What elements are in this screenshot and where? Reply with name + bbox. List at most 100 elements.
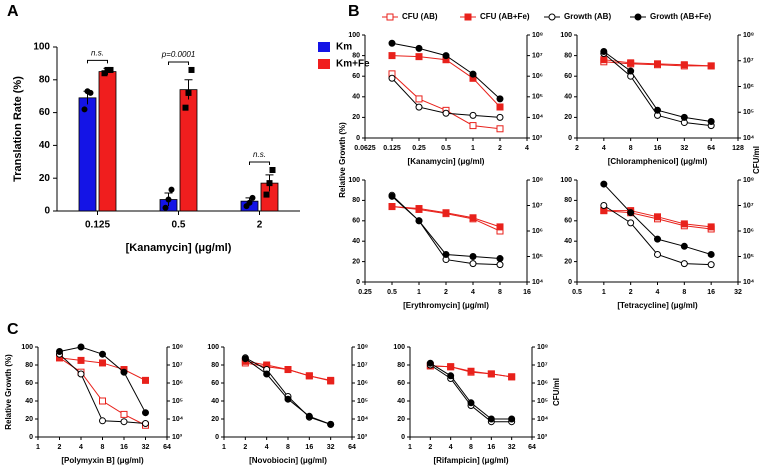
marker bbox=[487, 370, 495, 378]
y2-tick-label: 10⁴ bbox=[743, 279, 755, 286]
marker bbox=[415, 205, 423, 213]
y2-tick-label: 10⁵ bbox=[172, 398, 183, 405]
y2-tick-label: 10⁵ bbox=[743, 253, 754, 260]
x-tick-label: 32 bbox=[680, 145, 688, 152]
marker bbox=[508, 415, 516, 423]
marker bbox=[627, 209, 635, 217]
marker bbox=[469, 214, 477, 222]
marker bbox=[142, 420, 149, 427]
y-axis-label: Relative Growth (%) bbox=[338, 122, 347, 198]
y2-tick-label: 10⁶ bbox=[532, 73, 543, 80]
marker bbox=[241, 355, 249, 363]
bracket bbox=[87, 59, 108, 64]
marker bbox=[99, 359, 106, 367]
legend-label: Growth (AB+Fe) bbox=[650, 12, 711, 21]
marker bbox=[654, 213, 661, 221]
y2-tick-label: 10³ bbox=[172, 434, 183, 441]
marker bbox=[654, 250, 661, 258]
y2-tick-label: 10⁶ bbox=[743, 228, 754, 235]
x-axis-label: [Kanamycin] (μg/ml) bbox=[408, 157, 485, 166]
bracket bbox=[249, 161, 270, 165]
marker bbox=[680, 61, 688, 69]
y-tick-label: 60 bbox=[211, 380, 219, 387]
x-tick-label: 4 bbox=[656, 289, 660, 296]
marker bbox=[442, 209, 450, 217]
y2-axis-label: CFU/ml bbox=[552, 378, 561, 406]
marker bbox=[388, 52, 396, 60]
marker bbox=[654, 60, 661, 68]
marker bbox=[634, 13, 642, 21]
x-tick-label: 32 bbox=[327, 444, 335, 451]
x-tick-label: 8 bbox=[286, 444, 290, 451]
marker bbox=[469, 111, 477, 119]
annotation: n.s. bbox=[91, 48, 104, 57]
x-tick-label: 32 bbox=[734, 289, 742, 296]
y-tick-label: 100 bbox=[560, 177, 572, 184]
x-tick-label: 1 bbox=[417, 289, 421, 296]
y2-tick-label: 10⁶ bbox=[532, 228, 543, 235]
x-tick-label: 8 bbox=[469, 444, 473, 451]
y2-tick-label: 10⁸ bbox=[537, 344, 548, 351]
x-tick-label: 0.5 bbox=[387, 289, 397, 296]
x-tick-label: 4 bbox=[79, 444, 83, 451]
x-tick-label: 64 bbox=[163, 444, 171, 451]
x-tick-label: 16 bbox=[654, 145, 662, 152]
marker bbox=[654, 106, 661, 114]
marker bbox=[496, 125, 504, 133]
y-tick-label: 80 bbox=[564, 52, 572, 59]
marker bbox=[442, 109, 450, 117]
y-tick-label: 40 bbox=[39, 140, 51, 151]
marker bbox=[415, 53, 423, 61]
marker bbox=[447, 372, 455, 380]
marker bbox=[284, 395, 292, 403]
marker bbox=[467, 399, 475, 407]
marker bbox=[415, 217, 423, 225]
marker bbox=[120, 410, 128, 418]
marker bbox=[707, 250, 715, 258]
marker bbox=[447, 363, 455, 371]
x-tick-label: 1 bbox=[222, 444, 226, 451]
marker bbox=[56, 348, 63, 355]
marker bbox=[469, 253, 477, 260]
y2-tick-label: 10⁵ bbox=[357, 398, 368, 405]
y-tick-label: 40 bbox=[564, 94, 572, 101]
x-axis-label: [Novobiocin] (μg/ml) bbox=[249, 456, 327, 465]
marker bbox=[77, 370, 85, 378]
panel-label: B bbox=[348, 3, 360, 20]
marker bbox=[469, 70, 477, 78]
marker bbox=[182, 104, 189, 111]
y-tick-label: 40 bbox=[564, 238, 572, 245]
x-tick-label: 4 bbox=[525, 145, 529, 152]
x-tick-label: 2 bbox=[444, 289, 448, 296]
marker bbox=[464, 13, 472, 21]
marker bbox=[81, 106, 88, 113]
y2-tick-label: 10⁷ bbox=[172, 362, 183, 369]
marker bbox=[600, 180, 608, 188]
y-tick-label: 0 bbox=[568, 279, 572, 286]
y-tick-label: 100 bbox=[348, 32, 360, 39]
x-axis-label: [Erythromycin] (μg/ml) bbox=[403, 301, 489, 310]
marker bbox=[263, 370, 271, 378]
marker bbox=[508, 373, 516, 381]
marker bbox=[548, 13, 556, 21]
marker bbox=[77, 343, 85, 351]
y-tick-label: 20 bbox=[352, 114, 360, 121]
y-tick-label: 80 bbox=[25, 362, 33, 369]
x-tick-label: 0.125 bbox=[383, 145, 401, 152]
marker bbox=[120, 418, 128, 426]
marker bbox=[99, 350, 106, 358]
y-tick-label: 0 bbox=[356, 135, 360, 142]
marker bbox=[627, 67, 635, 75]
y-tick-label: 0 bbox=[29, 434, 33, 441]
x-tick-label: 64 bbox=[707, 145, 715, 152]
y2-tick-label: 10⁶ bbox=[743, 83, 754, 90]
annotation: n.s. bbox=[253, 150, 266, 159]
marker bbox=[707, 223, 715, 231]
x-tick-label: 32 bbox=[142, 444, 150, 451]
marker bbox=[165, 196, 172, 203]
y-tick-label: 100 bbox=[33, 42, 50, 53]
marker bbox=[388, 39, 396, 47]
marker bbox=[388, 74, 396, 82]
y2-tick-label: 10³ bbox=[532, 135, 543, 142]
marker bbox=[469, 260, 477, 268]
